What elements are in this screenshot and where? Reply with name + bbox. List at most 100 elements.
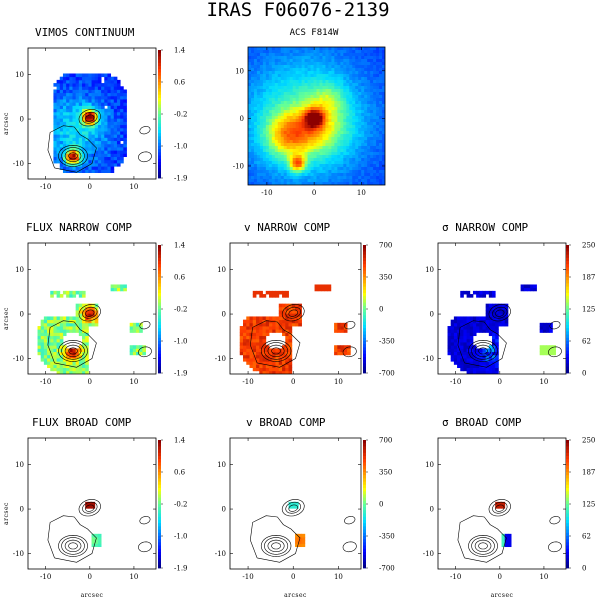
x-tick-label: 10 <box>129 573 138 581</box>
panel-title: FLUX BROAD COMP <box>32 416 132 429</box>
y-tick-label: 0 <box>20 506 24 514</box>
panel-p6: FLUX BROAD COMP -10 0 10 -10 0 10 arcsec arcsec 1… <box>3 416 188 599</box>
x-tick-label: 10 <box>334 378 343 386</box>
colorbar-tick-label: 1.4 <box>174 437 186 445</box>
panel-title: σ NARROW COMP <box>442 221 528 234</box>
colorbar-tick-label: 1.4 <box>174 242 186 250</box>
x-tick-label: -10 <box>261 189 272 197</box>
colorbar-tick-label: -0.2 <box>174 306 188 314</box>
y-tick-label: 0 <box>430 506 434 514</box>
x-tick-label: 0 <box>88 183 92 191</box>
figure-title: IRAS F06076-2139 <box>206 0 389 21</box>
plot-frame <box>229 437 362 570</box>
colorbar-tick-label: 250 <box>582 437 595 445</box>
x-axis-label: arcsec <box>491 592 514 599</box>
plot-frame <box>27 437 157 570</box>
y-axis-label: arcsec <box>3 502 10 525</box>
y-tick-label: -10 <box>13 355 24 363</box>
y-tick-label: 0 <box>240 115 244 123</box>
x-tick-label: -10 <box>450 573 461 581</box>
colorbar-tick-label: 350 <box>379 274 392 282</box>
colorbar-tick-label: -0.2 <box>174 111 188 119</box>
y-tick-label: -10 <box>215 550 226 558</box>
colorbar-tick-label: -1.0 <box>174 143 188 151</box>
contour-lines <box>47 109 152 173</box>
y-tick-label: 0 <box>20 116 24 124</box>
x-tick-label: 10 <box>129 183 138 191</box>
contour-lines <box>47 499 152 563</box>
y-tick-label: 10 <box>15 266 24 274</box>
colorbar-tick-label: 0 <box>582 370 586 378</box>
colorbar-tick-label: -1.9 <box>174 565 188 573</box>
y-tick-label: 10 <box>235 67 244 75</box>
colorbar-tick-label: 250 <box>582 242 595 250</box>
colorbar-tick-label: 0 <box>582 565 586 573</box>
colorbar-tick-label: -350 <box>379 338 395 346</box>
heatmap-image <box>53 73 127 174</box>
heatmap-image <box>288 501 306 548</box>
y-tick-label: 10 <box>15 461 24 469</box>
colorbar-tick-label: 0.6 <box>174 469 186 477</box>
y-tick-label: -10 <box>13 550 24 558</box>
panel-p8: σ BROAD COMP -10 0 10 -10 0 10 arcsec 250 187 125 6… <box>423 416 596 599</box>
x-tick-label: -10 <box>450 378 461 386</box>
y-tick-label: 10 <box>425 461 434 469</box>
panel-title: σ BROAD COMP <box>442 416 522 429</box>
x-tick-label: 0 <box>498 378 502 386</box>
colorbar-tick-label: 700 <box>379 437 392 445</box>
colorbar-tick-label: 62 <box>582 338 591 346</box>
y-axis-label: arcsec <box>3 307 10 330</box>
panel-title: v BROAD COMP <box>246 416 326 429</box>
x-tick-label: 10 <box>357 189 366 197</box>
colorbar-tick-label: -1.9 <box>174 175 188 183</box>
panel-p5: σ NARROW COMP -10 0 10 -10 0 10 250 187 125 62 0 <box>423 221 596 386</box>
x-tick-label: 0 <box>88 378 92 386</box>
colorbar: 700 350 0 -350 -700 <box>363 437 395 573</box>
colorbar: 1.4 0.6 -0.2 -1.0 -1.9 <box>158 47 188 183</box>
x-tick-label: 10 <box>129 378 138 386</box>
plot-frame <box>27 47 157 180</box>
panel-p4: v NARROW COMP -10 0 10 -10 0 10 700 350 0 -350 -700 <box>215 221 395 386</box>
x-tick-label: 0 <box>291 378 295 386</box>
colorbar-tick-label: -700 <box>379 565 395 573</box>
colorbar-tick-label: -1.0 <box>174 338 188 346</box>
heatmap-image <box>248 47 385 185</box>
panel-title: FLUX NARROW COMP <box>26 221 132 234</box>
x-tick-label: 10 <box>539 378 548 386</box>
x-axis-label: arcsec <box>81 592 104 599</box>
x-axis-label: arcsec <box>284 592 307 599</box>
colorbar-tick-label: 0.6 <box>174 79 186 87</box>
y-tick-label: 10 <box>425 266 434 274</box>
x-tick-label: -10 <box>40 183 51 191</box>
y-tick-label: 0 <box>430 311 434 319</box>
x-tick-label: 10 <box>334 573 343 581</box>
colorbar-tick-label: 0.6 <box>174 274 186 282</box>
x-tick-label: 10 <box>539 573 548 581</box>
x-tick-label: -10 <box>40 378 51 386</box>
x-tick-label: 0 <box>291 573 295 581</box>
colorbar: 250 187 125 62 0 <box>566 437 595 573</box>
panel-p1: VIMOS CONTINUUM -10 0 10 -10 0 10 arcsec 1.4 0.6 -… <box>3 26 188 191</box>
y-axis-label: arcsec <box>3 112 10 135</box>
y-tick-label: -10 <box>215 355 226 363</box>
x-tick-label: -10 <box>242 378 253 386</box>
y-tick-label: -10 <box>13 160 24 168</box>
colorbar-tick-label: 0 <box>379 306 383 314</box>
plot-frame <box>229 242 362 375</box>
heatmap-image <box>85 501 102 548</box>
colorbar-tick-label: 1.4 <box>174 47 186 55</box>
colorbar-tick-label: 125 <box>582 501 595 509</box>
y-tick-label: -10 <box>423 550 434 558</box>
panel-title: ACS F814W <box>290 28 339 38</box>
colorbar: 1.4 0.6 -0.2 -1.0 -1.9 <box>158 242 188 378</box>
contour-lines <box>249 499 357 563</box>
y-tick-label: 0 <box>222 311 226 319</box>
y-tick-label: 10 <box>217 266 226 274</box>
x-tick-label: 0 <box>88 573 92 581</box>
contour-lines <box>249 304 357 368</box>
colorbar-tick-label: -0.2 <box>174 501 188 509</box>
panel-title: v NARROW COMP <box>244 221 330 234</box>
colorbar-tick-label: 350 <box>379 469 392 477</box>
heatmap-image <box>495 501 512 548</box>
y-tick-label: 0 <box>222 506 226 514</box>
